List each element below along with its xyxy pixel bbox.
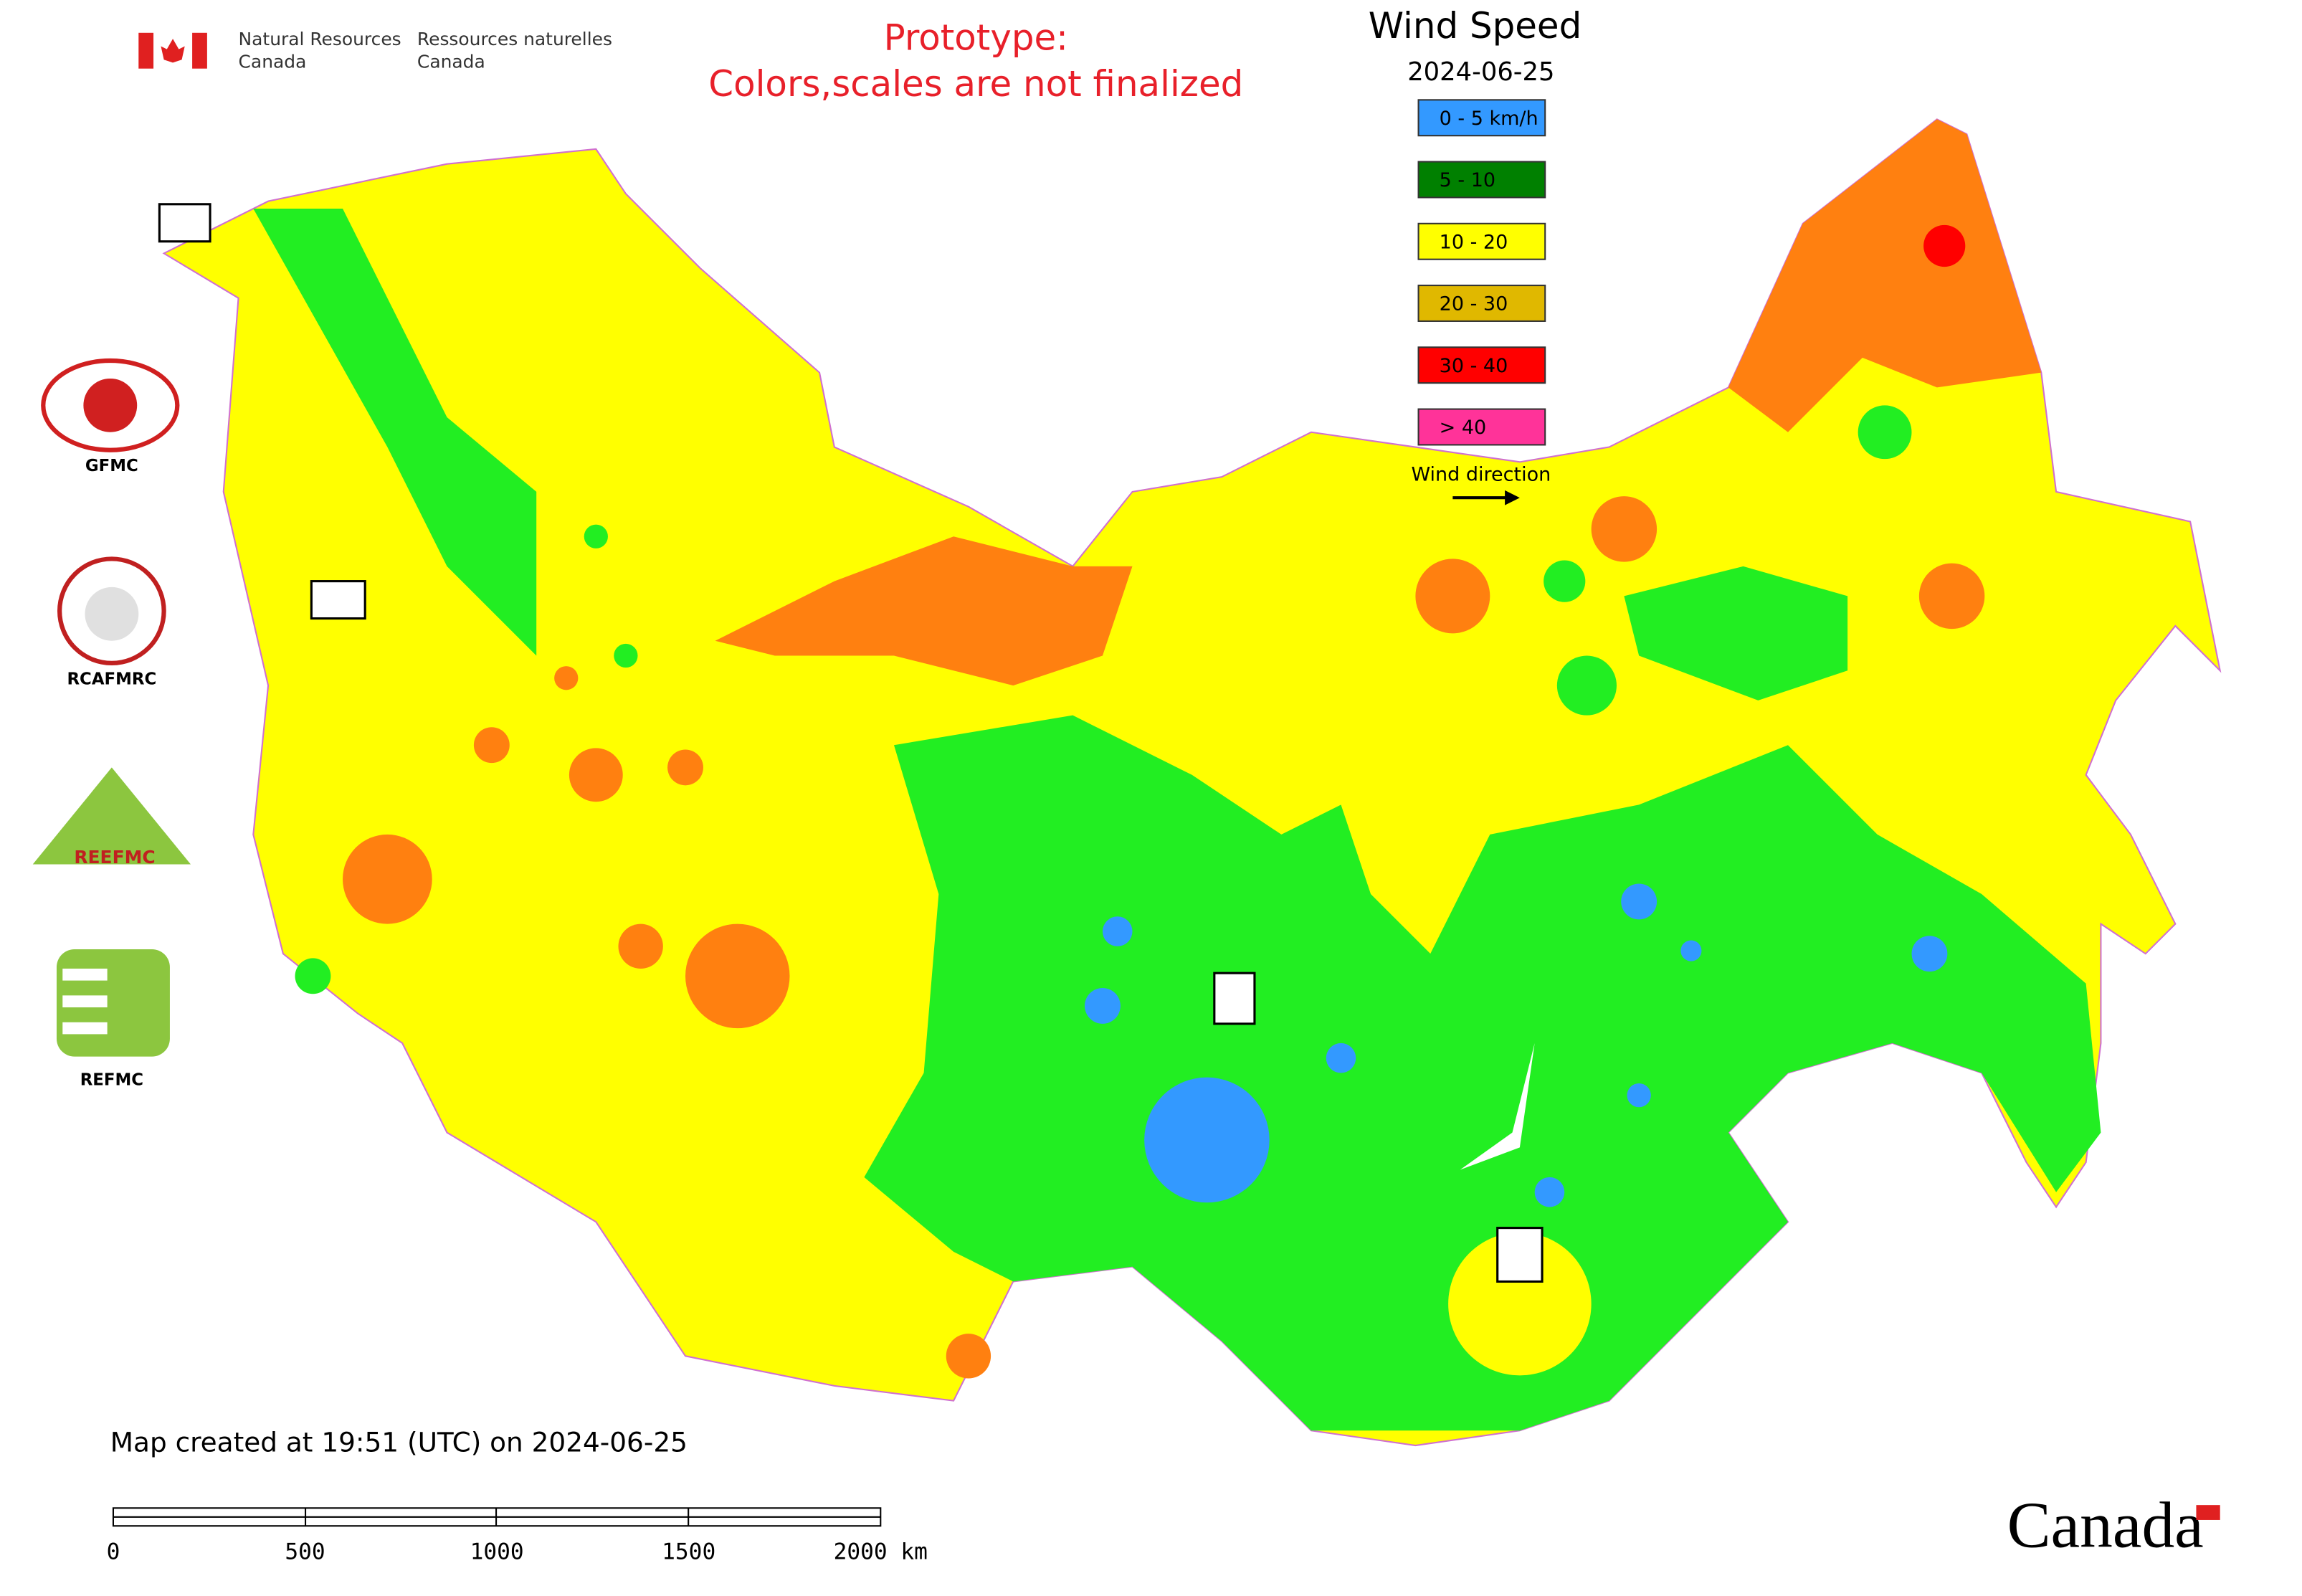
zone-red bbox=[1923, 224, 1966, 267]
logo-refmc bbox=[56, 949, 170, 1057]
scale-label: 0 bbox=[107, 1539, 120, 1565]
zone-yellow bbox=[1448, 1232, 1592, 1376]
agency-en: Canada bbox=[239, 51, 307, 72]
agency-fr: Canada bbox=[417, 51, 485, 72]
scale-labels: 0 500 1000 1500 2000 km bbox=[107, 1539, 928, 1565]
logo-reefmc bbox=[32, 767, 191, 865]
wordmark-flag bbox=[2196, 1505, 2220, 1520]
legend-date: 2024-06-25 bbox=[1407, 57, 1554, 87]
site-markers bbox=[158, 203, 1544, 1283]
legend-swatch bbox=[1417, 222, 1546, 260]
map bbox=[158, 118, 2222, 1447]
zone-orange bbox=[715, 536, 1133, 686]
zone-orange bbox=[1728, 119, 2042, 432]
legend-swatch bbox=[1417, 161, 1546, 199]
legend-swatch bbox=[1417, 285, 1546, 322]
scale-label: 1000 bbox=[470, 1539, 524, 1565]
legend-label: 10 - 20 bbox=[1440, 231, 1508, 253]
direction-arrow bbox=[1452, 490, 1520, 505]
scale-bar bbox=[112, 1507, 882, 1527]
legend: 0 - 5 km/h 5 - 10 10 - 20 20 - 30 30 - 40 > 4… bbox=[1417, 99, 1546, 446]
notice: Prototype: bbox=[884, 17, 1068, 59]
direction-label: Wind direction bbox=[1411, 464, 1551, 486]
logo-label: GFMC bbox=[85, 457, 138, 475]
zone-green bbox=[864, 715, 2101, 1431]
legend-label: 0 - 5 km/h bbox=[1440, 108, 1538, 130]
zone-spots bbox=[343, 496, 1985, 1379]
agency-fr: Ressources naturelles bbox=[417, 29, 612, 49]
agency-en: Natural Resources bbox=[239, 29, 401, 49]
legend-label: 20 - 30 bbox=[1440, 293, 1508, 315]
legend-label: > 40 bbox=[1440, 417, 1487, 439]
flag bbox=[138, 32, 207, 69]
zone-green bbox=[253, 209, 537, 656]
legend-swatch bbox=[1417, 408, 1546, 446]
legend-swatch bbox=[1417, 99, 1546, 137]
logo-gfmc bbox=[41, 358, 180, 452]
created-note: Map created at 19:51 (UTC) on 2024-06-25 bbox=[110, 1426, 688, 1458]
scale-label: 1500 bbox=[662, 1539, 715, 1565]
legend-swatch bbox=[1417, 346, 1546, 384]
zone-spots bbox=[1085, 883, 1948, 1207]
legend-label: 5 - 10 bbox=[1440, 169, 1495, 191]
zone-green bbox=[1624, 566, 1848, 700]
logo-mark: REEFMC bbox=[74, 847, 155, 868]
legend-label: 30 - 40 bbox=[1440, 355, 1508, 377]
zone-spots bbox=[295, 405, 1912, 994]
logo-label: REFMC bbox=[80, 1070, 143, 1089]
scale-label: 500 bbox=[285, 1539, 325, 1565]
logo-rcafmrc bbox=[57, 556, 166, 666]
wordmark: Canada bbox=[2007, 1489, 2204, 1562]
legend-title: Wind Speed bbox=[1369, 5, 1582, 47]
lake bbox=[1460, 1042, 1535, 1170]
scale-label: 2000 km bbox=[834, 1539, 928, 1565]
logo-label: RCAFMRC bbox=[67, 670, 156, 688]
notice: Colors,scales are not finalized bbox=[708, 63, 1243, 105]
